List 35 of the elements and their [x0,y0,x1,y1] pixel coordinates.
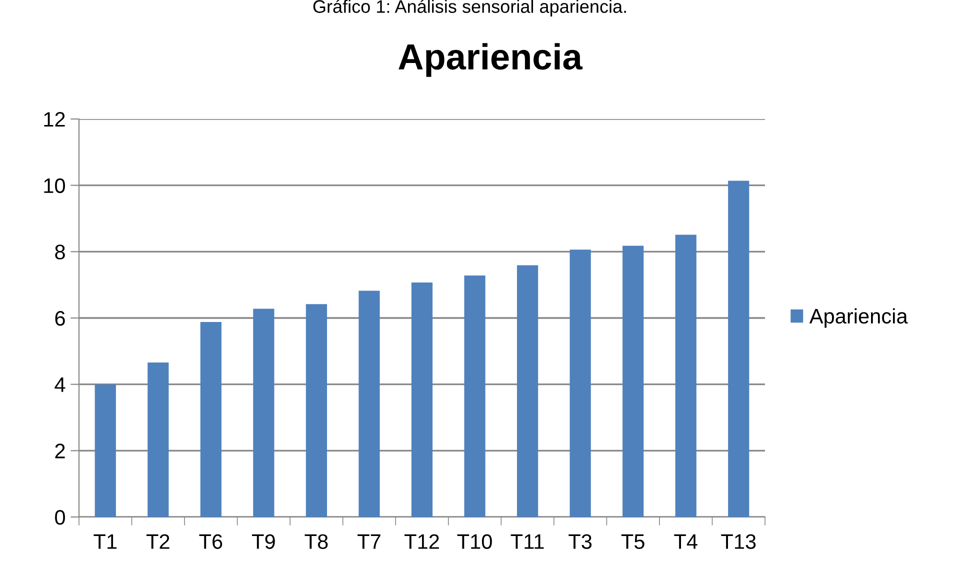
x-tick-label: T5 [621,534,644,549]
x-tick-label: T12 [404,534,439,549]
bar [675,234,696,517]
y-tick-label: 10 [44,178,65,194]
y-tick-label: 2 [55,444,65,458]
x-tick-label: T7 [358,534,380,549]
bar [94,384,116,517]
x-tick-label: T2 [146,534,170,549]
x-tick-label: T9 [252,534,275,549]
bar [464,276,486,517]
x-tick-label: T1 [94,534,117,549]
bar [728,180,750,517]
bar [358,290,380,517]
bar [516,265,538,517]
chart-title: Apariencia [398,43,583,77]
x-tick-label: T13 [721,534,756,549]
bar [622,246,644,517]
bar [306,304,328,517]
x-tick-label: T4 [674,534,698,549]
bar [148,362,169,517]
bar [200,322,222,517]
y-tick-label: 0 [55,510,65,525]
x-tick-label: T8 [304,534,328,549]
bar [253,308,274,517]
bar [570,250,591,517]
bar [411,282,433,517]
y-tick-label: 6 [55,311,65,326]
legend-label: Apariencia [809,308,908,328]
x-tick-label: T3 [568,534,592,549]
x-tick-label: T11 [510,534,544,549]
x-tick-label: T6 [199,534,222,549]
y-tick-label: 8 [55,244,65,260]
x-tick-label: T10 [457,534,492,549]
y-tick-label: 4 [54,378,66,392]
y-tick-label: 12 [44,112,65,127]
